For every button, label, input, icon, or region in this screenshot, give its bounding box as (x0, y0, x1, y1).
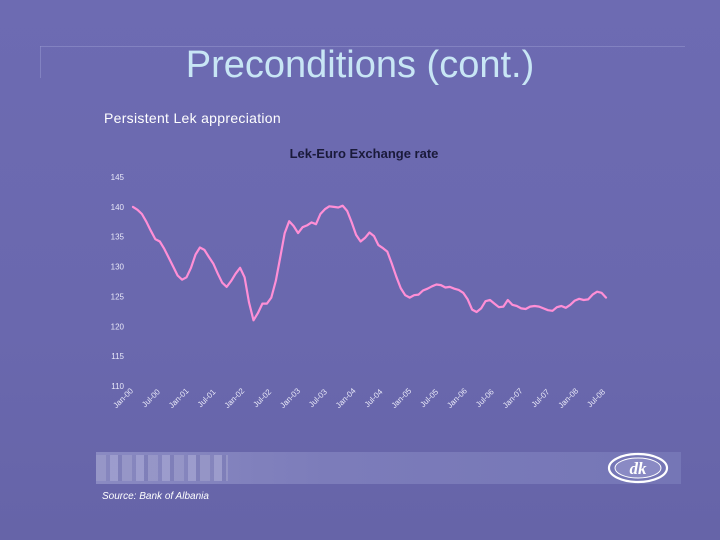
logo-inner (614, 457, 662, 479)
x-tick-label: Jul-08 (585, 387, 607, 409)
y-tick-label: 110 (111, 382, 124, 391)
x-tick-label: Jan-04 (334, 386, 358, 410)
plot-area (131, 204, 608, 322)
bank-logo: dk (607, 452, 669, 484)
x-tick-label: Jul-06 (474, 387, 496, 409)
x-tick-label: Jan-05 (390, 386, 414, 410)
y-tick-label: 115 (111, 352, 124, 361)
x-tick-label: Jan-02 (223, 386, 247, 410)
series-line (131, 204, 608, 322)
y-tick-label: 130 (111, 263, 125, 272)
y-axis: 145 140 135 130 125 120 115 110 (111, 173, 125, 391)
slide-title: Preconditions (cont.) (185, 44, 535, 86)
title-rule-left (40, 46, 41, 78)
source-note: Source: Bank of Albania (102, 491, 209, 502)
title-rule (40, 46, 685, 47)
x-axis: Jan-00 Jul-00 Jan-01 Jul-01 Jan-02 Jul-02 Jan-… (111, 386, 607, 410)
x-tick-label: Jul-05 (418, 387, 440, 409)
x-tick-label: Jul-07 (530, 387, 552, 409)
x-tick-label: Jul-04 (363, 387, 385, 409)
footer-building-image (96, 455, 228, 481)
chart-title: Lek-Euro Exchange rate (289, 146, 439, 161)
y-tick-label: 140 (111, 203, 125, 212)
logo-text: dk (630, 459, 648, 478)
x-tick-label: Jan-07 (501, 386, 525, 410)
x-tick-label: Jul-00 (140, 387, 162, 409)
x-tick-label: Jan-06 (445, 386, 469, 410)
x-tick-label: Jul-01 (196, 387, 218, 409)
y-tick-label: 120 (111, 322, 125, 331)
x-tick-label: Jul-02 (251, 387, 273, 409)
y-tick-label: 125 (111, 292, 125, 301)
y-tick-label: 135 (111, 233, 125, 242)
x-tick-label: Jan-08 (557, 386, 581, 410)
x-tick-label: Jan-01 (167, 386, 191, 410)
y-tick-label: 145 (111, 173, 125, 182)
logo-ring (607, 452, 669, 484)
x-tick-label: Jan-03 (278, 386, 302, 410)
x-tick-label: Jul-03 (307, 387, 329, 409)
slide-subtitle: Persistent Lek appreciation (104, 110, 281, 126)
